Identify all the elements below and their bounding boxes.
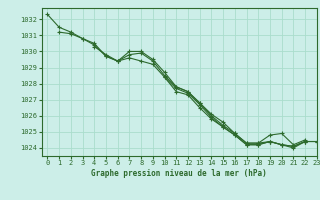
X-axis label: Graphe pression niveau de la mer (hPa): Graphe pression niveau de la mer (hPa)	[91, 169, 267, 178]
